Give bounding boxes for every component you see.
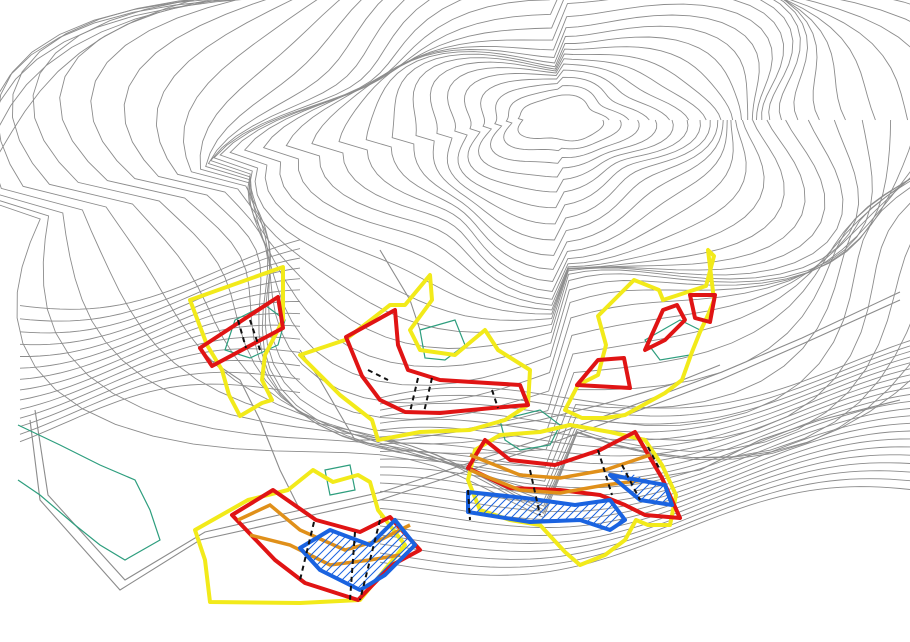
contour-line	[379, 430, 910, 521]
contour-line	[379, 486, 910, 576]
contour-line	[517, 94, 610, 142]
contour-line	[183, 0, 910, 420]
contour-lines	[0, 0, 910, 576]
contour-line	[379, 470, 910, 560]
contour-line	[0, 0, 910, 502]
contour-line	[0, 0, 910, 511]
contour-line	[379, 380, 910, 465]
contour-line	[19, 348, 301, 419]
blue-zone-southeast-wing	[608, 473, 674, 507]
contour-line	[199, 0, 910, 404]
parcel	[344, 308, 530, 415]
contour-line	[379, 345, 910, 417]
parcel	[198, 295, 285, 368]
contour-line	[379, 462, 910, 552]
contour-line	[391, 36, 742, 256]
parcel	[643, 303, 687, 352]
contour-line	[123, 0, 910, 445]
boundary-east	[563, 248, 716, 420]
hatch-line	[300, 520, 304, 590]
dashed-dividers	[237, 319, 661, 601]
contour-line	[19, 360, 301, 427]
contour-line	[19, 257, 301, 334]
building-outline	[17, 424, 161, 561]
building-outline	[324, 464, 356, 496]
parcel	[688, 293, 717, 324]
contour-line	[19, 336, 301, 410]
contour-line	[490, 76, 650, 164]
contour-line	[0, 0, 910, 507]
hatch-line	[310, 520, 392, 590]
contour-line	[19, 248, 301, 322]
contour-line	[59, 0, 910, 468]
contour-line	[463, 63, 690, 193]
contour-line	[243, 0, 801, 311]
contour-line	[19, 383, 301, 443]
boundary-central	[298, 273, 532, 442]
boundary-northwest	[188, 265, 285, 418]
parcel	[575, 356, 632, 390]
boundary-southeast	[466, 423, 678, 567]
contour-line	[447, 58, 707, 209]
boundary-southwest	[193, 468, 407, 605]
contour-line	[90, 0, 910, 454]
contour-line	[213, 0, 846, 333]
contour-line	[285, 0, 784, 300]
contour-line	[19, 312, 301, 391]
hatch-line	[669, 470, 670, 530]
contour-line	[262, 0, 794, 306]
contour-line	[379, 350, 910, 425]
contour-line	[219, 0, 826, 321]
contour-line	[429, 53, 722, 225]
blue-zone-southeast	[466, 490, 627, 532]
contour-line	[12, 0, 910, 494]
contour-line	[19, 289, 301, 369]
contour-line	[155, 0, 910, 434]
contour-line	[503, 85, 630, 152]
contour-line	[229, 0, 808, 315]
building-outline	[499, 409, 561, 451]
contour-line	[379, 478, 910, 568]
contour-line	[338, 14, 760, 282]
contour-line	[19, 371, 301, 435]
hatch-line	[468, 470, 477, 530]
site-boundaries	[188, 248, 716, 605]
contour-line	[19, 301, 301, 380]
contour-line	[379, 446, 910, 536]
blue-zone-southwest	[298, 518, 417, 592]
contour-line	[365, 25, 749, 270]
contour-line	[209, 0, 876, 349]
contour-line	[379, 387, 910, 473]
contour-line	[20, 278, 301, 357]
parcel	[230, 488, 422, 602]
hatch-line	[678, 465, 748, 535]
contour-line	[379, 340, 910, 409]
contour-line	[19, 239, 301, 310]
contour-line	[32, 0, 910, 482]
contour-line	[311, 3, 773, 292]
contour-line	[412, 46, 734, 241]
contour-line	[19, 324, 301, 401]
contour-line	[19, 267, 301, 346]
contour-line	[0, 0, 910, 514]
contour-line	[478, 69, 670, 178]
